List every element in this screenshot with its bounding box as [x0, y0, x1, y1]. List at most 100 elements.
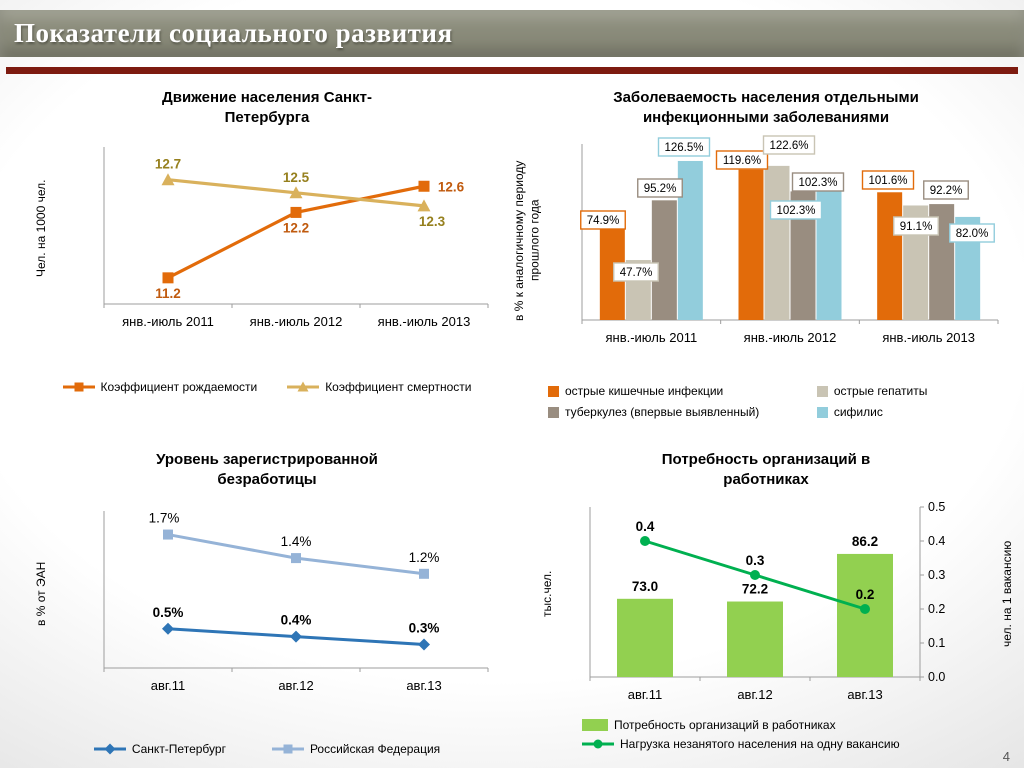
chart-text: 0.0: [928, 670, 945, 684]
chart-text: 12.2: [283, 220, 309, 235]
chart-shape: [816, 385, 828, 397]
population-line-plot: янв.-июль 2011 янв.-июль 2012 янв.-июль 20…: [103, 147, 489, 329]
unemployment-line-plot: авг.11 авг.12 авг.13 0.5% 0.4% 0.3% 1.7% 1.4% 1.…: [103, 511, 489, 693]
chart-shape: [727, 601, 783, 677]
chart-shape: [769, 200, 823, 220]
chart-shape: [163, 529, 173, 540]
legend-item-spb: Санкт-Петербург: [93, 742, 226, 756]
chart-shape: [548, 406, 559, 418]
slide-title: Показатели социального развития: [14, 18, 453, 48]
chart-shape: [62, 382, 95, 392]
chart-shape: [582, 719, 608, 731]
legend-label: Российская Федерация: [309, 742, 441, 756]
chart-shape: [640, 536, 650, 546]
chart-text: 101.6%: [868, 175, 907, 187]
chart-population: Движение населения Санкт-Петербурга Чел.…: [28, 86, 506, 408]
legend-item-birth-rate: Коэффициент рождаемости: [62, 380, 257, 394]
page-number: 4: [1002, 749, 1010, 764]
chart-shape: [923, 180, 969, 200]
chart-vacancies: Потребность организаций в работниках тыс…: [512, 448, 1020, 766]
chart-shape: [419, 568, 429, 579]
chart-text: авг.11: [151, 678, 185, 693]
chart-text: 95.2%: [644, 183, 677, 195]
chart-vacancies-legend: Потребность организаций в работниках Наг…: [582, 718, 900, 751]
chart-text: 12.7: [155, 157, 181, 172]
chart-morbidity: Заболеваемость населения отдельными инфе…: [512, 86, 1020, 434]
chart-text: 11.2: [155, 286, 181, 301]
legend-label: сифилис: [833, 405, 883, 419]
chart-text: 92.2%: [930, 185, 963, 197]
slide-header-band: Показатели социального развития: [0, 10, 1024, 57]
chart-shape: [418, 638, 430, 651]
chart-shape: [297, 381, 309, 392]
legend-item-rf: Российская Федерация: [271, 742, 441, 756]
chart-shape: [637, 178, 683, 198]
chart-text: 102.3%: [798, 177, 837, 189]
chart-shape: [657, 137, 711, 157]
chart-shape: [291, 553, 301, 564]
chart-text: 73.0: [632, 579, 658, 594]
chart-text: 1.2%: [409, 550, 440, 565]
chart-vacancies-title: Потребность организаций в работниках: [661, 451, 871, 488]
chart-unemployment-title: Уровень зарегистрированной безработицы: [156, 451, 378, 488]
chart-shape: [271, 744, 304, 754]
chart-shape: [860, 604, 870, 614]
chart-shape: [816, 385, 828, 397]
legend-label: Санкт-Петербург: [131, 742, 226, 756]
chart-shape: [593, 739, 603, 749]
chart-text: янв.-июль 2011: [605, 330, 697, 345]
chart-text: авг.12: [737, 687, 772, 702]
chart-shape: [290, 630, 302, 643]
chart-shape: [762, 135, 816, 155]
chart-text: 0.4: [636, 519, 655, 534]
chart-population-y-axis-label: Чел. на 1000 чел.: [34, 179, 48, 277]
chart-text: 1.4%: [281, 534, 312, 549]
chart-shape: [548, 385, 559, 397]
chart-text: 0.5%: [153, 605, 184, 620]
legend-label: Потребность организаций в работниках: [614, 718, 836, 732]
load-line-marker-icon: [582, 737, 614, 751]
chart-text: 0.5: [928, 500, 945, 514]
chart-shape: [287, 381, 320, 392]
chart-morbidity-title: Заболеваемость населения отдельными инфе…: [613, 89, 919, 126]
demand-bar-swatch-icon: [582, 719, 608, 731]
chart-shape: [738, 169, 764, 320]
chart-text: 12.3: [419, 214, 446, 229]
chart-shape: [861, 170, 915, 190]
chart-text: 82.0%: [956, 228, 989, 240]
chart-text: янв.-июль 2012: [744, 330, 837, 345]
legend-label: острые гепатиты: [833, 384, 928, 398]
death-rate-line-marker-icon: [287, 380, 320, 394]
chart-text: 12.6: [438, 179, 465, 194]
chart-text: 47.7%: [620, 267, 653, 279]
chart-text: 0.2: [856, 587, 875, 602]
chart-text: 0.2: [928, 602, 945, 616]
chart-text: 0.1: [928, 636, 945, 650]
chart-shape: [617, 598, 673, 677]
chart-shape: [949, 223, 995, 243]
chart-text: 119.6%: [723, 155, 761, 167]
syphilis-swatch-icon: [816, 406, 828, 418]
chart-shape: [750, 570, 760, 580]
legend-item-load: Нагрузка незанятого населения на одну ва…: [582, 737, 900, 751]
chart-shape: [283, 744, 293, 754]
chart-text: 1.7%: [149, 511, 180, 526]
chart-shape: [651, 200, 677, 320]
chart-text: 102.3%: [776, 205, 815, 217]
chart-text: 0.4: [928, 534, 945, 548]
chart-vacancies-left-axis-label: тыс.чел.: [540, 570, 554, 618]
chart-unemployment: Уровень зарегистрированной безработицы в…: [28, 448, 506, 766]
chart-text: янв.-июль 2013: [378, 314, 471, 329]
chart-text: 0.4%: [281, 613, 312, 628]
spb-line-marker-icon: [93, 742, 126, 756]
chart-shape: [161, 173, 175, 186]
chart-text: авг.13: [406, 678, 441, 693]
chart-text: 126.5%: [664, 142, 703, 154]
tuberculosis-swatch-icon: [548, 406, 559, 418]
chart-text: 74.9%: [587, 215, 620, 227]
chart-text: авг.12: [278, 678, 313, 693]
chart-shape: [893, 216, 939, 236]
chart-text: 0.3%: [409, 620, 440, 635]
legend-label: Коэффициент смертности: [325, 380, 472, 394]
